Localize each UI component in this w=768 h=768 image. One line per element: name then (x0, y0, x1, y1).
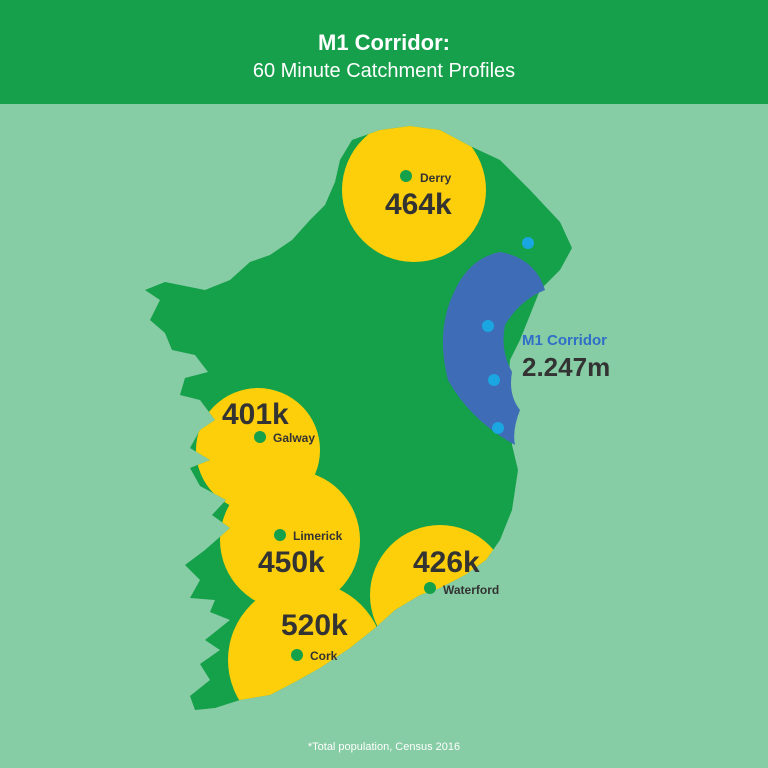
population-cork: 520k (281, 609, 348, 642)
corridor-dots (482, 237, 534, 434)
population-galway: 401k (222, 398, 289, 431)
footnote: *Total population, Census 2016 (307, 741, 461, 753)
corridor-dot (492, 422, 504, 434)
city-label-waterford: Waterford (443, 583, 500, 597)
catchment-limerick (220, 470, 360, 610)
corridor-label: M1 Corridor (522, 332, 608, 349)
corridor-population: 2.247m (522, 352, 611, 382)
population-waterford: 426k (413, 546, 480, 579)
city-label-derry: Derry (420, 171, 452, 185)
city-label-galway: Galway (273, 431, 316, 445)
catchment-derry (342, 126, 486, 262)
corridor-dot (488, 374, 500, 386)
city-dots (254, 170, 436, 661)
corridor-dot (482, 320, 494, 332)
population-limerick: 450k (258, 546, 325, 579)
m1-corridor-area (442, 252, 545, 445)
page-title: M1 Corridor: (318, 30, 450, 55)
city-label-cork: Cork (310, 649, 338, 663)
city-dot-galway (254, 431, 266, 443)
corridor-dot (522, 237, 534, 249)
city-label-limerick: Limerick (293, 529, 343, 543)
city-dot-cork (291, 649, 303, 661)
population-derry: 464k (385, 188, 452, 221)
page-subtitle: 60 Minute Catchment Profiles (252, 60, 516, 82)
city-dot-waterford (424, 582, 436, 594)
city-dot-derry (400, 170, 412, 182)
catchment-cork (228, 582, 384, 710)
city-dot-limerick (274, 529, 286, 541)
header-banner: M1 Corridor: 60 Minute Catchment Profile… (0, 0, 768, 104)
